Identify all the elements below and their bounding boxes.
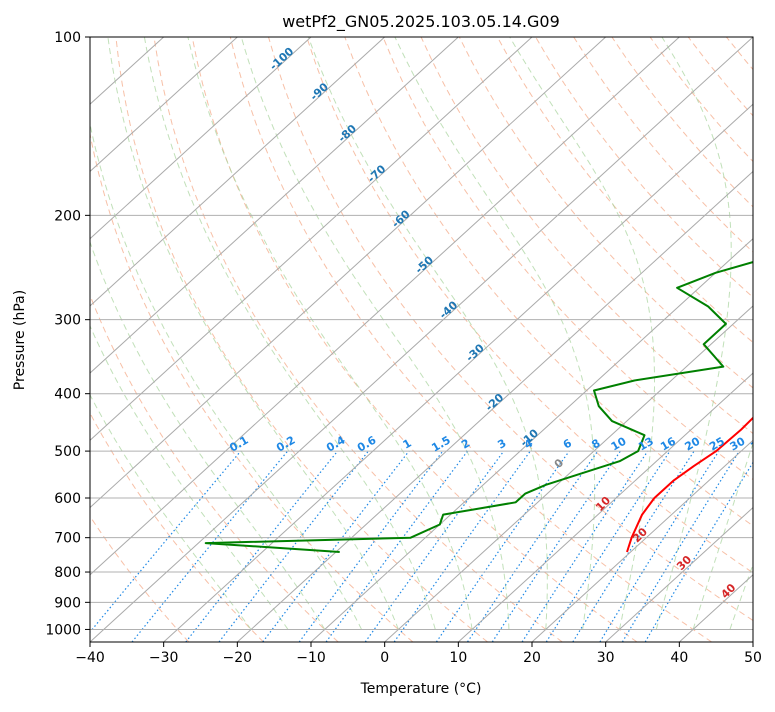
y-tick-label: 600 <box>54 491 81 507</box>
y-tick-label: 500 <box>54 444 81 460</box>
y-tick-label: 100 <box>54 30 81 46</box>
isotherm-label: -40 <box>437 298 461 321</box>
x-tick-label: 0 <box>380 650 389 666</box>
dry-adiabat-line <box>78 37 413 642</box>
isotherm-line <box>0 37 237 642</box>
adiabat-label: 10 <box>593 494 613 514</box>
adiabat-label: 30 <box>674 553 694 573</box>
y-axis-label: Pressure (hPa) <box>12 290 28 390</box>
mixing-ratio-line <box>365 451 503 642</box>
dry-adiabat-line <box>765 37 775 642</box>
y-tick-label: 700 <box>54 531 81 547</box>
moist-adiabat-line <box>693 37 775 629</box>
y-tick-label: 200 <box>54 208 81 224</box>
isotherm-line <box>753 37 775 642</box>
y-tick-label: 800 <box>54 565 81 581</box>
dewpoint-profile-line <box>206 37 775 552</box>
mixing-ratio-line <box>468 451 598 642</box>
isotherm-label: -30 <box>463 341 487 364</box>
isotherm-label: -50 <box>413 253 437 276</box>
dry-adiabat-line <box>726 37 775 642</box>
mixing-ratio-line <box>263 451 409 642</box>
moist-adiabat-line <box>730 37 775 629</box>
mixing-ratio-label: 1 <box>401 437 414 452</box>
dry-adiabat-line <box>688 37 775 642</box>
isotherm-label: -60 <box>389 207 413 230</box>
y-tick-label: 1000 <box>45 622 81 638</box>
mixing-ratio-label: 6 <box>561 436 574 451</box>
dry-adiabat-line <box>192 37 637 642</box>
isotherm-label: -70 <box>365 162 389 185</box>
adiabat-label: 40 <box>718 581 738 601</box>
x-axis-label: Temperature (°C) <box>360 681 482 697</box>
isotherm-line <box>0 37 458 642</box>
mixing-ratio-line <box>492 451 620 642</box>
x-tick-label: −30 <box>149 650 179 666</box>
mixing-ratio-line <box>219 451 368 642</box>
isotherm-line <box>0 37 311 642</box>
mixing-ratio-line <box>299 451 443 642</box>
isotherm-label: -80 <box>336 122 360 145</box>
isotherm-label: -90 <box>308 80 332 103</box>
dry-adiabat-line <box>536 37 775 642</box>
isotherm-line <box>164 37 775 642</box>
dry-adiabat-line <box>612 37 775 642</box>
mixing-ratio-label: 3 <box>495 437 508 452</box>
dry-adiabat-line <box>650 37 775 642</box>
x-tick-label: 40 <box>670 650 688 666</box>
x-tick-label: 30 <box>597 650 615 666</box>
dry-adiabat-line <box>421 37 775 642</box>
x-tick-label: 10 <box>449 650 467 666</box>
isotherm-line <box>90 37 753 642</box>
chart-title: wetPf2_GN05.2025.103.05.14.G09 <box>282 12 560 32</box>
x-tick-label: −10 <box>296 650 326 666</box>
mixing-ratio-line <box>436 451 569 642</box>
x-tick-label: −40 <box>75 650 105 666</box>
dry-adiabat-line <box>345 37 775 642</box>
dry-adiabat-line <box>230 37 711 642</box>
y-tick-label: 900 <box>54 595 81 611</box>
adiabat-label: 20 <box>630 525 650 545</box>
dry-adiabat-line <box>0 37 189 642</box>
mixing-ratio-line <box>622 451 739 642</box>
dry-adiabat-line <box>497 37 775 642</box>
dry-adiabat-line <box>1 37 263 642</box>
x-tick-label: 50 <box>744 650 762 666</box>
mixing-ratio-line <box>600 451 719 642</box>
y-tick-label: 400 <box>54 387 81 403</box>
mixing-ratio-label: 8 <box>589 437 602 452</box>
x-tick-label: 20 <box>523 650 541 666</box>
mixing-ratio-line <box>82 451 241 642</box>
mixing-ratio-label: 2 <box>459 437 472 452</box>
dry-adiabat-line <box>574 37 775 642</box>
x-tick-label: −20 <box>223 650 253 666</box>
y-tick-label: 300 <box>54 313 81 329</box>
